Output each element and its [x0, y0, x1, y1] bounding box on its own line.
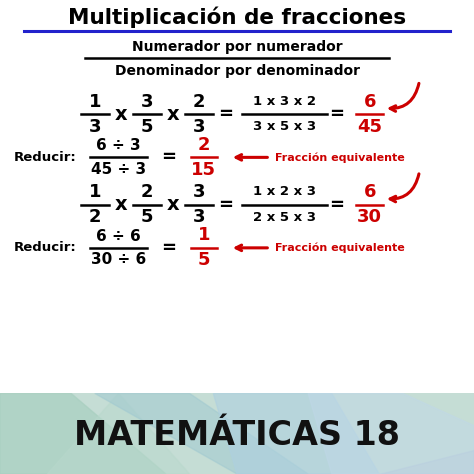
Text: 1: 1 [89, 183, 101, 201]
Text: 5: 5 [141, 208, 153, 226]
Text: 15: 15 [191, 161, 216, 179]
Text: Numerador por numerador: Numerador por numerador [132, 40, 342, 54]
Text: 3: 3 [193, 183, 205, 201]
Text: 1 x 2 x 3: 1 x 2 x 3 [253, 185, 316, 199]
Text: 6: 6 [364, 183, 376, 201]
Text: 3: 3 [193, 118, 205, 136]
Polygon shape [95, 393, 308, 474]
Text: =: = [329, 196, 344, 214]
Text: =: = [161, 239, 176, 257]
Text: 1: 1 [89, 92, 101, 110]
Text: x: x [167, 105, 179, 124]
Text: 2: 2 [198, 136, 210, 154]
Text: 2: 2 [89, 208, 101, 226]
Text: =: = [218, 196, 233, 214]
Text: 3: 3 [141, 92, 153, 110]
Text: x: x [167, 195, 179, 214]
Text: 1 x 3 x 2: 1 x 3 x 2 [253, 95, 316, 108]
Text: 6: 6 [364, 92, 376, 110]
Text: Multiplicación de fracciones: Multiplicación de fracciones [68, 7, 406, 28]
Text: =: = [218, 105, 233, 123]
Text: =: = [329, 105, 344, 123]
Text: 3: 3 [89, 118, 101, 136]
Text: Fracción equivalente: Fracción equivalente [275, 152, 405, 163]
Text: 30: 30 [357, 208, 382, 226]
Polygon shape [308, 393, 474, 474]
Text: 45 ÷ 3: 45 ÷ 3 [91, 162, 146, 177]
Text: 30 ÷ 6: 30 ÷ 6 [91, 252, 146, 267]
Text: 45: 45 [357, 118, 382, 136]
Text: 6 ÷ 6: 6 ÷ 6 [96, 228, 141, 244]
Text: 3 x 5 x 3: 3 x 5 x 3 [253, 120, 316, 133]
Text: Reducir:: Reducir: [14, 241, 77, 255]
Text: 1: 1 [198, 226, 210, 244]
Text: 2: 2 [141, 183, 153, 201]
Polygon shape [47, 393, 190, 474]
Text: Denominador por denominador: Denominador por denominador [115, 64, 359, 78]
Text: x: x [115, 105, 127, 124]
Polygon shape [213, 393, 379, 474]
Text: 5: 5 [141, 118, 153, 136]
Text: x: x [115, 195, 127, 214]
Text: 5: 5 [198, 251, 210, 269]
Text: MATEMÁTICAS 18: MATEMÁTICAS 18 [74, 419, 400, 452]
Text: Fracción equivalente: Fracción equivalente [275, 243, 405, 253]
Text: =: = [161, 148, 176, 166]
Polygon shape [379, 450, 474, 474]
Text: 2 x 5 x 3: 2 x 5 x 3 [253, 210, 316, 224]
Polygon shape [0, 393, 166, 474]
Text: 3: 3 [193, 208, 205, 226]
Text: Reducir:: Reducir: [14, 151, 77, 164]
Text: 6 ÷ 3: 6 ÷ 3 [96, 138, 141, 153]
Text: 2: 2 [193, 92, 205, 110]
